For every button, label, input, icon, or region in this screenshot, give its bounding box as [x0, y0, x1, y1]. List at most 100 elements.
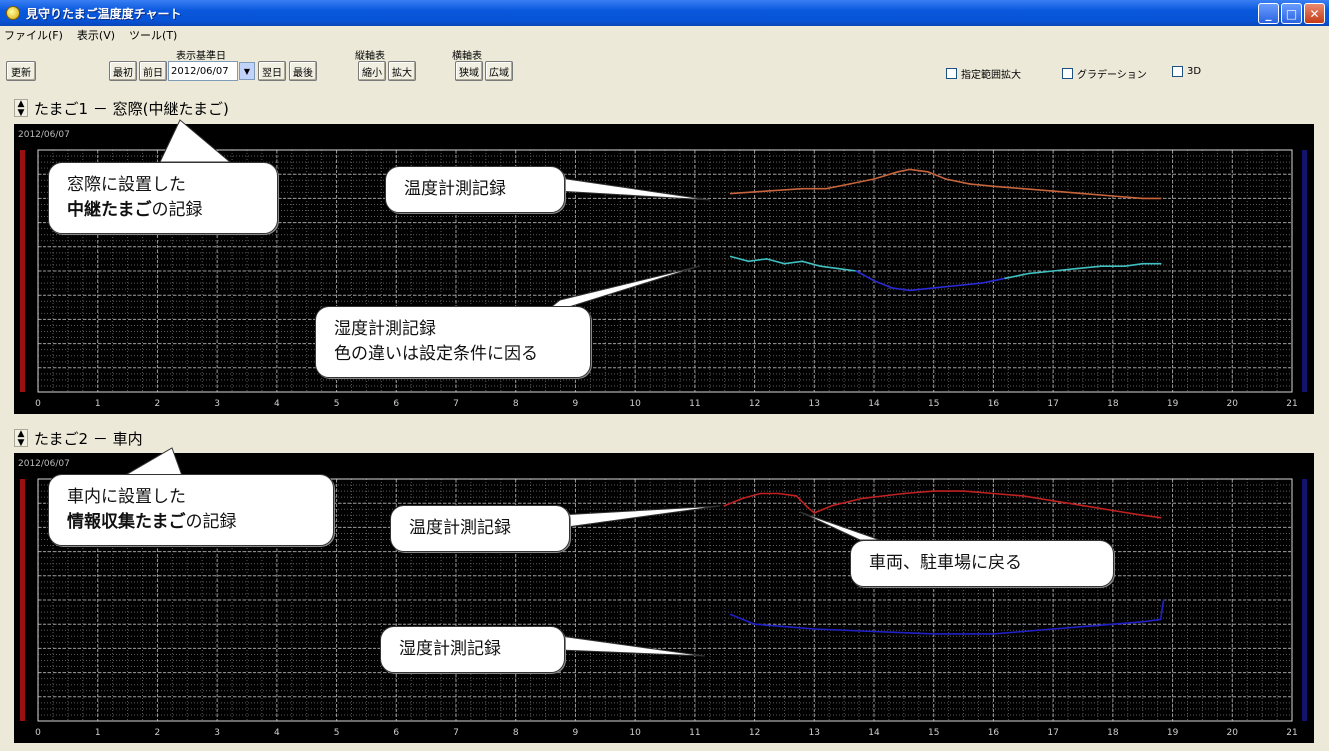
series-line: [1005, 262, 1161, 280]
horizontal-axis-label: 横軸表: [452, 51, 482, 62]
data-point: [896, 170, 899, 173]
data-point: [1141, 197, 1144, 200]
v-expand-button[interactable]: 拡大: [388, 61, 416, 81]
left-axis-bar: [20, 479, 25, 721]
data-point: [783, 625, 786, 628]
checkbox-label: 3D: [1187, 66, 1202, 77]
data-point: [825, 187, 828, 190]
prev-day-button[interactable]: 前日: [139, 61, 167, 81]
callout-text: 窓際に設置した: [67, 175, 186, 195]
data-point: [944, 178, 947, 180]
right-axis-bar: [1302, 150, 1307, 392]
x-tick-label: 10: [629, 399, 641, 409]
v-shrink-button[interactable]: 縮小: [358, 61, 386, 81]
data-point: [956, 284, 959, 287]
data-point: [908, 168, 911, 171]
maximize-button[interactable]: □: [1281, 3, 1302, 24]
data-point: [1022, 630, 1025, 633]
data-point: [1159, 618, 1162, 621]
data-point: [807, 507, 810, 509]
x-tick-label: 12: [749, 399, 760, 409]
data-point: [1111, 509, 1114, 512]
x-tick-label: 10: [629, 728, 641, 738]
callout-text: 温度計測記録: [404, 179, 506, 199]
plot-border: [37, 478, 1293, 722]
data-point: [932, 490, 935, 492]
x-tick-label: 14: [868, 399, 880, 409]
h-shrink-button[interactable]: 狭域: [455, 61, 483, 81]
series-line: [730, 599, 1165, 635]
menu-file[interactable]: ファイル(F): [4, 28, 63, 42]
x-tick-label: 20: [1227, 728, 1239, 738]
callout-car-egg: 車内に設置した 情報収集たまごの記録: [48, 474, 334, 546]
chart-date: 2012/06/07: [18, 130, 70, 140]
menu-view[interactable]: 表示(V): [76, 28, 116, 42]
vertical-axis-label: 縦軸表: [355, 51, 385, 62]
chart-panel-1: 2012/06/07 0 1 2 3 4 5 6 7 8 9 10 11 12 13 14 15 16 17 18 1…: [14, 124, 1314, 414]
data-point: [968, 182, 971, 185]
close-button[interactable]: ✕: [1304, 3, 1325, 24]
callout-return-parking: 車両、駐車場に戻る: [850, 540, 1114, 587]
data-point: [765, 190, 768, 193]
minimize-button[interactable]: _: [1258, 3, 1279, 24]
data-point: [992, 185, 995, 188]
x-tick-label: 20: [1227, 399, 1239, 409]
x-tick-label: 2: [155, 728, 161, 738]
chart-date: 2012/06/07: [18, 459, 70, 469]
range-zoom-checkbox[interactable]: 指定範囲拡大: [946, 66, 1021, 81]
x-tick-label: 4: [274, 399, 280, 409]
data-point: [908, 289, 911, 292]
x-tick-label: 16: [988, 728, 1000, 738]
data-point: [855, 270, 857, 272]
3d-checkbox[interactable]: 3D: [1172, 66, 1201, 77]
data-point: [1022, 495, 1025, 497]
x-tick-label: 18: [1107, 399, 1119, 409]
x-tick-label: 12: [749, 728, 760, 738]
collapse-spinner-icon[interactable]: ▲ ▼: [14, 99, 28, 118]
section-title: たまご2 － 車内: [34, 429, 143, 448]
refresh-button[interactable]: 更新: [6, 61, 36, 81]
callout-window-egg: 窓際に設置した 中継たまごの記録: [48, 162, 278, 234]
data-point: [1022, 187, 1025, 190]
x-tick-label: 9: [573, 728, 579, 738]
data-point: [1141, 620, 1144, 623]
x-tick-label: 0: [35, 728, 41, 738]
section-title: たまご1 － 窓際(中継たまご): [34, 99, 229, 118]
data-point: [1111, 623, 1114, 626]
data-point: [759, 492, 762, 495]
data-point: [932, 632, 935, 635]
data-point: [831, 504, 834, 507]
menu-bar: ファイル(F) 表示(V) ツール(T): [0, 26, 1329, 43]
title-bar: 見守りたまご温度度チャート _ □ ✕: [0, 0, 1329, 26]
chevron-down-icon[interactable]: ▼: [239, 62, 255, 80]
data-point: [783, 262, 786, 265]
checkbox-label: グラデーション: [1077, 70, 1147, 81]
menu-tools[interactable]: ツール(T): [129, 28, 178, 42]
date-group-label: 表示基準日: [176, 51, 226, 62]
x-tick-label: 15: [928, 399, 939, 409]
x-tick-label: 15: [928, 728, 939, 738]
data-point: [861, 497, 863, 500]
x-tick-label: 19: [1167, 399, 1179, 409]
first-button[interactable]: 最初: [109, 61, 137, 81]
callout-humidity-1: 湿度計測記録 色の違いは設定条件に因る: [315, 306, 591, 378]
gradation-checkbox[interactable]: グラデーション: [1062, 66, 1147, 81]
data-point: [849, 182, 852, 185]
x-tick-label: 13: [809, 399, 820, 409]
last-button[interactable]: 最後: [289, 61, 317, 81]
data-point: [1123, 265, 1126, 268]
date-input[interactable]: 2012/06/07: [168, 61, 238, 81]
data-point: [1052, 270, 1055, 272]
next-day-button[interactable]: 翌日: [258, 61, 286, 81]
data-point: [1111, 195, 1114, 197]
data-point: [1052, 628, 1055, 630]
data-point: [932, 287, 935, 289]
chart-svg-1: 2012/06/07 0 1 2 3 4 5 6 7 8 9 10 11 12 13 14 15 16 17 18 1…: [18, 130, 1307, 409]
section-header-1: ▲ ▼ たまご1 － 窓際(中継たまご): [14, 97, 1314, 119]
collapse-spinner-icon[interactable]: ▲ ▼: [14, 429, 28, 448]
x-tick-label: 21: [1286, 728, 1297, 738]
x-tick-label: 17: [1047, 399, 1058, 409]
x-tick-label: 3: [214, 399, 220, 409]
data-point: [1082, 504, 1084, 507]
h-expand-button[interactable]: 広域: [485, 61, 513, 81]
